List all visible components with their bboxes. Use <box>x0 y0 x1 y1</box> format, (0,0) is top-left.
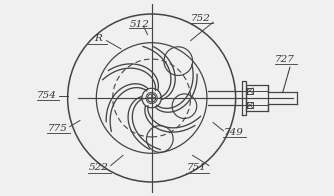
Text: R: R <box>95 34 102 43</box>
Text: 775: 775 <box>47 124 67 133</box>
Text: 749: 749 <box>224 128 243 137</box>
Text: 727: 727 <box>275 54 295 64</box>
Text: 522: 522 <box>89 163 108 172</box>
Text: 751: 751 <box>187 163 207 172</box>
Text: 754: 754 <box>37 92 57 101</box>
Text: 512: 512 <box>129 20 149 29</box>
Text: 752: 752 <box>191 14 211 23</box>
